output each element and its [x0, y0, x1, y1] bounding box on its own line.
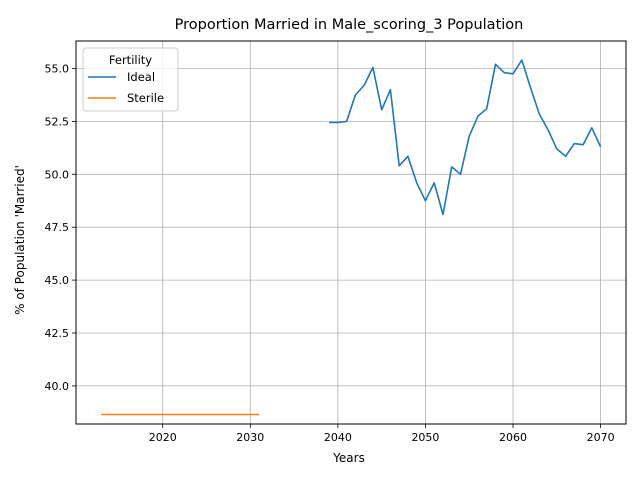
legend-title: Fertility	[109, 53, 152, 67]
plot-frame	[75, 40, 627, 425]
x-tick-label: 2060	[499, 431, 527, 444]
x-tick-label: 2070	[587, 431, 615, 444]
y-tick-label: 50.0	[45, 168, 70, 181]
legend: Fertility Ideal Sterile	[82, 47, 179, 112]
chart-title: Proportion Married in Male_scoring_3 Pop…	[175, 17, 524, 33]
y-tick-label: 55.0	[45, 63, 70, 76]
y-tick-label: 47.5	[45, 221, 70, 234]
x-axis-label: Years	[332, 451, 365, 465]
x-tick-label: 2040	[324, 431, 352, 444]
y-tick-label: 52.5	[45, 115, 70, 128]
legend-label-sterile: Sterile	[127, 91, 164, 105]
legend-label-ideal: Ideal	[127, 70, 155, 84]
y-tick-label: 45.0	[45, 274, 70, 287]
x-axis-ticks: 2020 2030 2040 2050 2060 2070	[149, 424, 615, 444]
y-axis-ticks: 40.0 42.5 45.0 47.5 50.0 52.5 55.0	[45, 63, 76, 393]
series-line-ideal	[329, 59, 602, 216]
grid	[76, 41, 626, 424]
y-tick-label: 40.0	[45, 380, 70, 393]
x-tick-label: 2020	[149, 431, 177, 444]
legend-box	[82, 47, 179, 112]
x-tick-label: 2050	[411, 431, 439, 444]
y-axis-label: % of Population 'Married'	[13, 165, 27, 315]
x-tick-label: 2030	[236, 431, 264, 444]
y-tick-label: 42.5	[45, 327, 70, 340]
series-layer	[101, 59, 602, 416]
